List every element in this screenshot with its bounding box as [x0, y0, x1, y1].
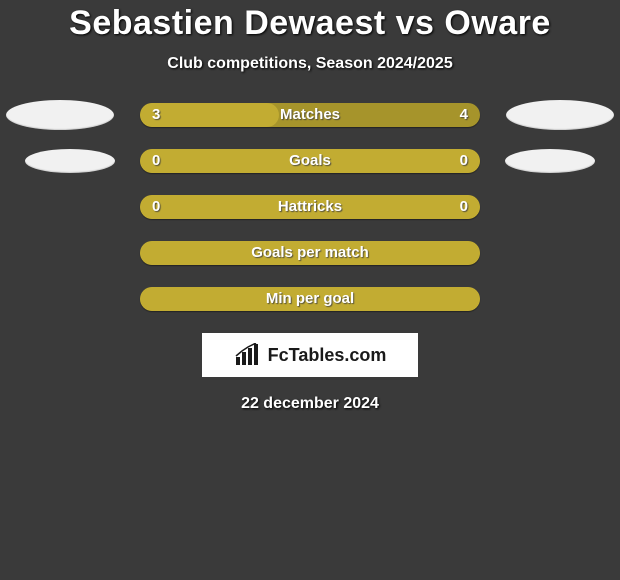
- bar-chart-icon: [234, 343, 262, 367]
- stat-row-matches: 3 Matches 4: [0, 103, 620, 127]
- stat-bar: 0 Goals 0: [140, 149, 480, 173]
- stat-row-min-per-goal: Min per goal: [0, 287, 620, 311]
- stat-row-goals-per-match: Goals per match: [0, 241, 620, 265]
- right-photo-placeholder: [506, 100, 614, 130]
- stat-label: Min per goal: [140, 287, 480, 311]
- stat-row-hattricks: 0 Hattricks 0: [0, 195, 620, 219]
- page-title: Sebastien Dewaest vs Oware: [69, 4, 551, 43]
- stat-label: Goals per match: [140, 241, 480, 265]
- comparison-card: Sebastien Dewaest vs Oware Club competit…: [0, 0, 620, 580]
- stat-right-value: 0: [460, 149, 468, 173]
- stat-bar: 3 Matches 4: [140, 103, 480, 127]
- stat-rows: 3 Matches 4 0 Goals 0 0 Hattricks 0: [0, 103, 620, 311]
- fctables-logo[interactable]: FcTables.com: [202, 333, 418, 377]
- date-label: 22 december 2024: [241, 395, 379, 413]
- stat-right-value: 0: [460, 195, 468, 219]
- stat-bar: Goals per match: [140, 241, 480, 265]
- stat-bar: 0 Hattricks 0: [140, 195, 480, 219]
- right-photo-placeholder: [505, 149, 595, 173]
- stat-bar: Min per goal: [140, 287, 480, 311]
- left-photo-placeholder: [6, 100, 114, 130]
- page-subtitle: Club competitions, Season 2024/2025: [167, 55, 452, 73]
- left-photo-placeholder: [25, 149, 115, 173]
- stat-row-goals: 0 Goals 0: [0, 149, 620, 173]
- stat-label: Matches: [140, 103, 480, 127]
- stat-label: Goals: [140, 149, 480, 173]
- stat-right-value: 4: [460, 103, 468, 127]
- stat-label: Hattricks: [140, 195, 480, 219]
- logo-text: FcTables.com: [268, 345, 387, 366]
